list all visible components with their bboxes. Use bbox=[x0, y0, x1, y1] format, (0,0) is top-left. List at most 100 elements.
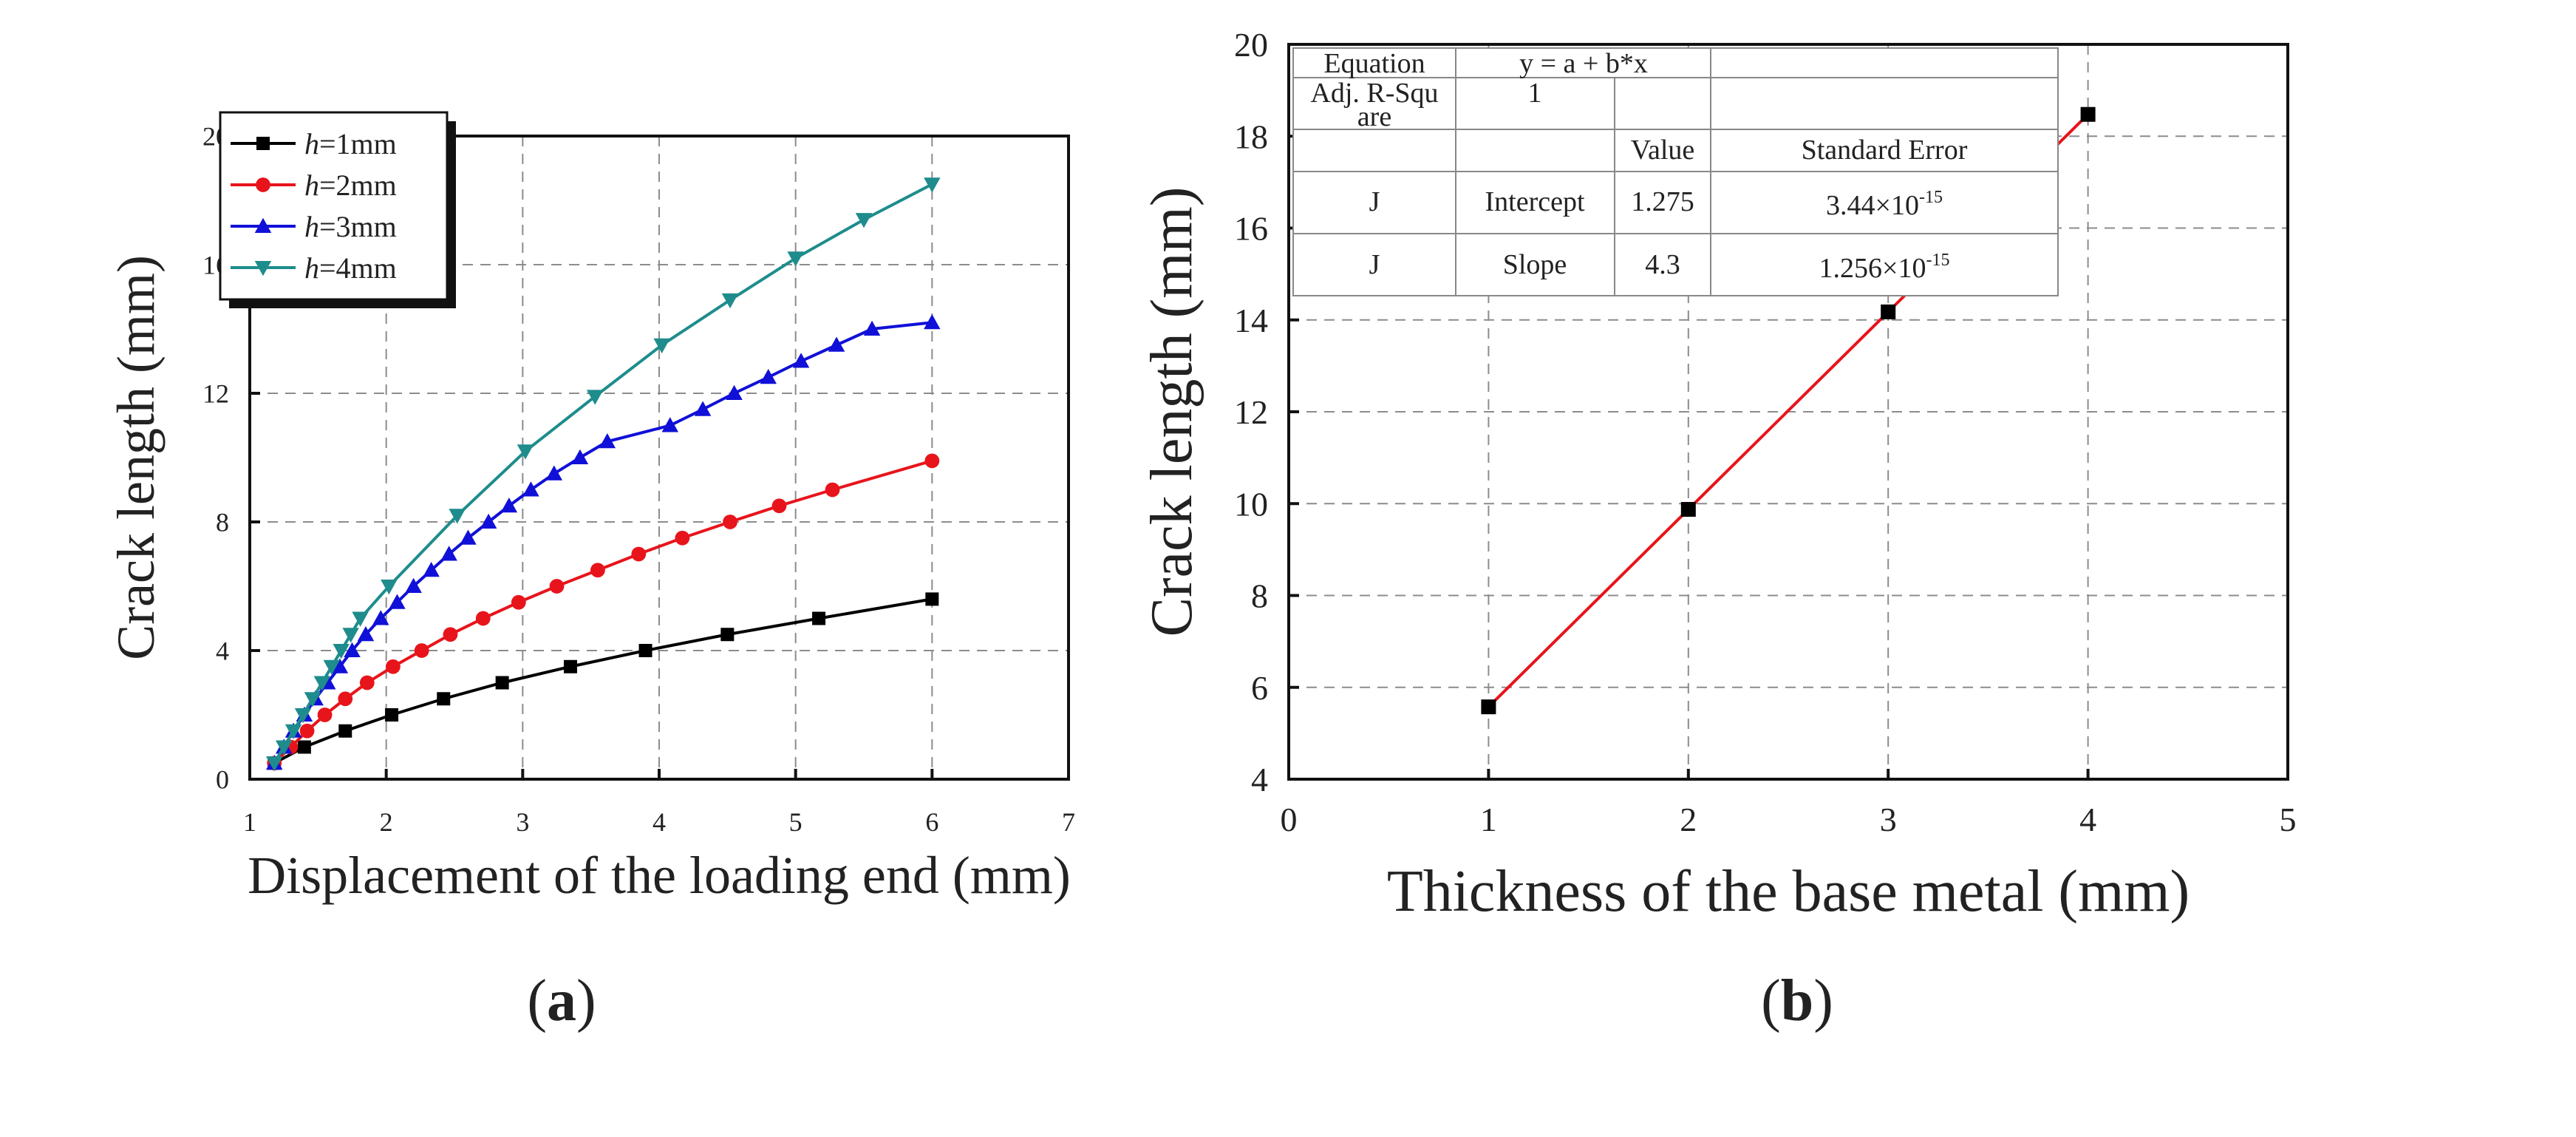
fit-table-intercept-error-base: 3.44×10 bbox=[1826, 190, 1919, 221]
fit-table-intercept-group: J bbox=[1369, 186, 1380, 217]
chart-a-series-4-point bbox=[342, 628, 359, 643]
chart-b-ylabel: Crack length (mm) bbox=[1139, 187, 1204, 637]
chart-a-series-4-point bbox=[333, 644, 350, 659]
fit-table-slope-error-exp: -15 bbox=[1926, 251, 1949, 270]
fit-table-intercept-value: 1.275 bbox=[1631, 186, 1694, 217]
chart-a-xtick-label: 7 bbox=[1062, 807, 1075, 837]
chart-a-xlabel: Displacement of the loading end (mm) bbox=[248, 846, 1071, 905]
chart-a-series-3-point bbox=[372, 610, 389, 625]
chart-a-series-3-point bbox=[571, 449, 589, 464]
chart-b-xtick-label: 5 bbox=[2280, 801, 2297, 838]
fit-table-adj-r2-label-cont: are bbox=[1357, 101, 1391, 132]
chart-b-panel-label: (b) bbox=[1761, 968, 1833, 1034]
chart-a-series-4-point bbox=[294, 708, 312, 724]
chart-a-series-4-point bbox=[304, 692, 321, 707]
chart-a-series-2-point bbox=[386, 659, 401, 674]
chart-b-xtick-label: 0 bbox=[1281, 801, 1298, 838]
chart-a-series-2-point bbox=[675, 530, 690, 546]
chart-a-series-4-point bbox=[517, 444, 534, 460]
legend-marker-4 bbox=[254, 261, 272, 276]
fit-table-intercept-error: 3.44×10-15 bbox=[1826, 188, 1943, 221]
chart-a-series-4-point bbox=[586, 390, 604, 405]
chart-a-panel-letter: a bbox=[547, 968, 576, 1034]
chart-a-series-3-point bbox=[389, 594, 406, 609]
chart-b-series-1-point bbox=[1680, 502, 1696, 517]
chart-a-series-3-point bbox=[480, 513, 497, 529]
chart-a-series-3-point bbox=[423, 562, 440, 577]
chart-b-xtick-label: 1 bbox=[1480, 801, 1497, 838]
chart-a-xtick-label: 5 bbox=[789, 807, 803, 837]
fit-table-adj-r2-value: 1 bbox=[1528, 78, 1542, 109]
legend-label-2: h=2mm bbox=[304, 169, 397, 202]
chart-a-series-4-point bbox=[653, 338, 670, 353]
chart-a-series-4-point bbox=[265, 756, 283, 772]
chart-a-series-4-point bbox=[323, 659, 341, 675]
chart-a-series-3-point bbox=[661, 417, 679, 432]
chart-b-series-1-point bbox=[1481, 699, 1496, 715]
chart-b-ytick-label: 12 bbox=[1234, 393, 1268, 431]
chart-b-ytick-label: 20 bbox=[1234, 26, 1268, 64]
chart-a-series-2-point bbox=[511, 594, 526, 610]
chart-a-series-3-point bbox=[331, 658, 349, 673]
chart-a-series-1-point bbox=[563, 659, 577, 673]
chart-a-series-2-point bbox=[549, 579, 565, 594]
chart-a-series-4-point bbox=[352, 611, 369, 627]
chart-a-series-1-point bbox=[925, 592, 939, 606]
chart-a-series-3-point bbox=[726, 384, 743, 400]
chart-b-ytick-label: 8 bbox=[1251, 577, 1268, 615]
chart-b-ytick-label: 18 bbox=[1234, 118, 1268, 155]
chart-a-ytick-label: 8 bbox=[216, 508, 229, 537]
chart-a-series-1-point bbox=[385, 708, 399, 722]
chart-a-series-3-point bbox=[522, 481, 539, 497]
chart-a-series-1-point bbox=[437, 692, 451, 706]
chart-a-series-2-point bbox=[299, 723, 315, 739]
chart-b-xtick-label: 2 bbox=[1680, 801, 1697, 838]
chart-a-series-1-point bbox=[338, 724, 352, 738]
chart-a-series-3-point bbox=[460, 529, 477, 545]
chart-a-series-1-point bbox=[720, 628, 735, 642]
chart-a-series-3-point bbox=[545, 465, 563, 481]
chart-b-xlabel: Thickness of the base metal (mm) bbox=[1387, 859, 2190, 924]
fit-table-slope-error: 1.256×10-15 bbox=[1819, 251, 1950, 284]
chart-a-series-1-point bbox=[495, 676, 509, 690]
chart-a-series-3-point bbox=[440, 546, 457, 561]
chart-a-ytick-label: 12 bbox=[202, 379, 229, 409]
chart-a-series-4-point bbox=[855, 213, 873, 228]
chart-a-series-2-point bbox=[414, 643, 429, 658]
chart-b-ytick-label: 10 bbox=[1234, 485, 1268, 523]
chart-a-series-3-point bbox=[760, 369, 777, 384]
chart-a-xtick-label: 1 bbox=[243, 807, 256, 837]
fit-table-intercept-label: Intercept bbox=[1485, 186, 1584, 217]
chart-a-series-3-point bbox=[357, 626, 375, 642]
chart-a-xtick-label: 4 bbox=[652, 807, 666, 837]
fit-table-slope-label: Slope bbox=[1503, 249, 1567, 280]
chart-a-series-2-point bbox=[443, 627, 458, 642]
fit-table-equation: y = a + b*x bbox=[1519, 48, 1648, 79]
chart-a-series-2-point bbox=[924, 453, 940, 469]
chart-a-ylabel: Crack length (mm) bbox=[106, 255, 166, 660]
chart-a-series-3-point bbox=[924, 314, 941, 330]
fit-table-equation-label: Equation bbox=[1323, 48, 1425, 79]
chart-a-series-2-point bbox=[359, 675, 375, 690]
chart-a-xtick-label: 2 bbox=[380, 807, 393, 837]
chart-a-series-4-point bbox=[381, 580, 398, 595]
chart-a-ytick-label: 4 bbox=[216, 637, 229, 666]
chart-a-series-2-point bbox=[631, 546, 647, 562]
chart-a-series-2-point bbox=[825, 482, 840, 498]
chart-a-series-1-point bbox=[812, 611, 826, 625]
fit-table-slope-group: J bbox=[1369, 249, 1380, 280]
chart-a-series-2-point bbox=[723, 515, 737, 529]
chart-a-series-3-point bbox=[344, 642, 361, 657]
chart-a-series-4-point bbox=[284, 724, 302, 739]
fit-table-intercept-error-exp: -15 bbox=[1919, 188, 1943, 207]
chart-a-series-3-point bbox=[405, 577, 422, 593]
fit-table-slope-error-base: 1.256×10 bbox=[1819, 253, 1926, 284]
chart-a-series-3-point bbox=[828, 336, 845, 352]
chart-a-xtick-label: 3 bbox=[516, 807, 529, 837]
chart-a-series-1-point bbox=[638, 644, 652, 657]
chart-a-series-4-point bbox=[721, 293, 739, 309]
chart-b-series-1-point bbox=[2080, 106, 2096, 122]
chart-a-series-2-point bbox=[590, 563, 605, 578]
